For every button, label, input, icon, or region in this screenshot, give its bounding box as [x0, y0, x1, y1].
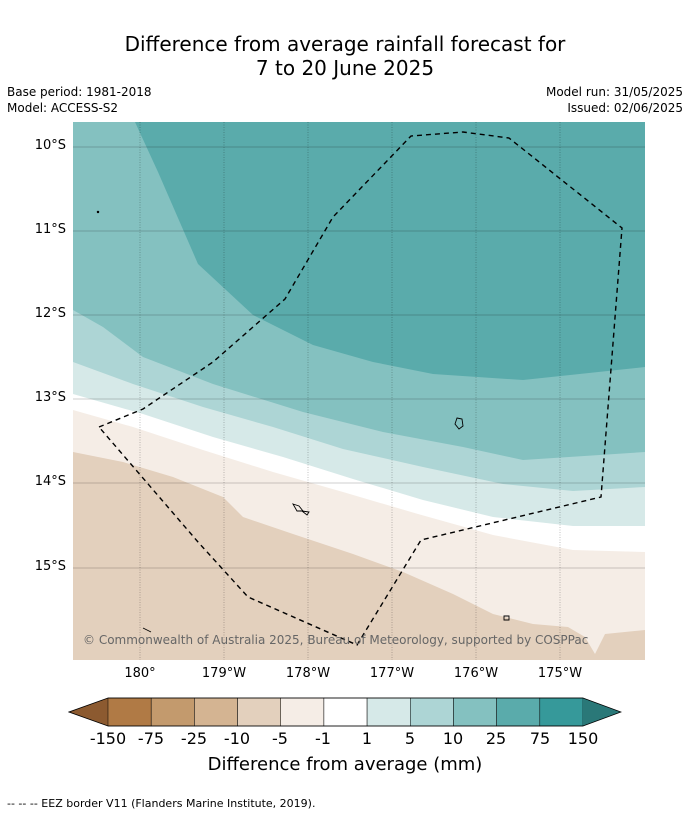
- colorbar-label-minus-150: -150: [89, 729, 127, 748]
- colorbar-segment: [323, 697, 368, 727]
- island-6: [96, 210, 100, 214]
- colorbar-label-minus-1: -1: [315, 729, 331, 748]
- colorbar: [68, 697, 622, 727]
- lat-tick-14s: 14°S: [34, 474, 66, 489]
- colorbar-segment: [280, 697, 325, 727]
- colorbar-extend-high: [583, 698, 621, 726]
- lon-tick-178w: 178°W: [285, 666, 331, 681]
- copyright-notice: © Commonwealth of Australia 2025, Bureau…: [83, 633, 589, 647]
- colorbar-label-minus-10: -10: [223, 729, 251, 748]
- lon-tick-179w: 179°W: [201, 666, 247, 681]
- colorbar-segment: [539, 697, 584, 727]
- colorbar-segment: [107, 697, 152, 727]
- map-title-line-2: 7 to 20 June 2025: [255, 56, 435, 80]
- eez-footnote: -- -- -- EEZ border V11 (Flanders Marine…: [7, 797, 316, 810]
- colorbar-label-plus-150: 150: [567, 729, 599, 748]
- island-outlines: [96, 210, 510, 633]
- lon-tick-177w: 177°W: [369, 666, 415, 681]
- colorbar-label-plus-75: 75: [529, 729, 551, 748]
- map-title-line-1: Difference from average rainfall forecas…: [124, 32, 566, 56]
- colorbar-label-plus-1: 1: [361, 729, 373, 748]
- band-minus-10: [73, 452, 645, 660]
- lat-tick-13s: 13°S: [34, 390, 66, 405]
- lon-tick-175w: 175°W: [537, 666, 583, 681]
- colorbar-label-minus-25: -25: [180, 729, 208, 748]
- rainfall-map: [73, 122, 645, 660]
- lat-tick-12s: 12°S: [34, 306, 66, 321]
- colorbar-title: Difference from average (mm): [207, 754, 483, 775]
- base-period: Base period: 1981-2018: [7, 85, 152, 99]
- colorbar-segment: [410, 697, 454, 727]
- lat-tick-10s: 10°S: [34, 138, 66, 153]
- eez-border: [98, 131, 623, 646]
- issued-date: Issued: 02/06/2025: [567, 101, 683, 115]
- graticule: [139, 122, 561, 660]
- colorbar-label-plus-10: 10: [442, 729, 464, 748]
- colorbar-segment: [194, 697, 238, 727]
- model-run: Model run: 31/05/2025: [545, 85, 683, 99]
- colorbar-segment: [150, 697, 195, 727]
- colorbar-segment: [496, 697, 541, 727]
- lon-tick-176w: 176°W: [453, 666, 499, 681]
- colorbar-segment: [453, 697, 497, 727]
- colorbar-label-plus-25: 25: [485, 729, 507, 748]
- latitude-lines: [73, 146, 645, 569]
- island-5: [142, 627, 152, 633]
- colorbar-label-minus-75: -75: [137, 729, 165, 748]
- island-1: [454, 417, 464, 430]
- island-3: [300, 510, 310, 516]
- model-name: Model: ACCESS-S2: [7, 101, 119, 115]
- lat-tick-11s: 11°S: [34, 222, 66, 237]
- colorbar-segment: [237, 697, 281, 727]
- colorbar-segment: [366, 697, 411, 727]
- colorbar-extend-low: [69, 698, 108, 726]
- colorbar-label-minus-5: -5: [272, 729, 288, 748]
- lat-tick-15s: 15°S: [34, 559, 66, 574]
- island-4: [503, 615, 510, 621]
- colorbar-label-plus-5: 5: [404, 729, 416, 748]
- lon-tick-180: 180°: [124, 666, 156, 681]
